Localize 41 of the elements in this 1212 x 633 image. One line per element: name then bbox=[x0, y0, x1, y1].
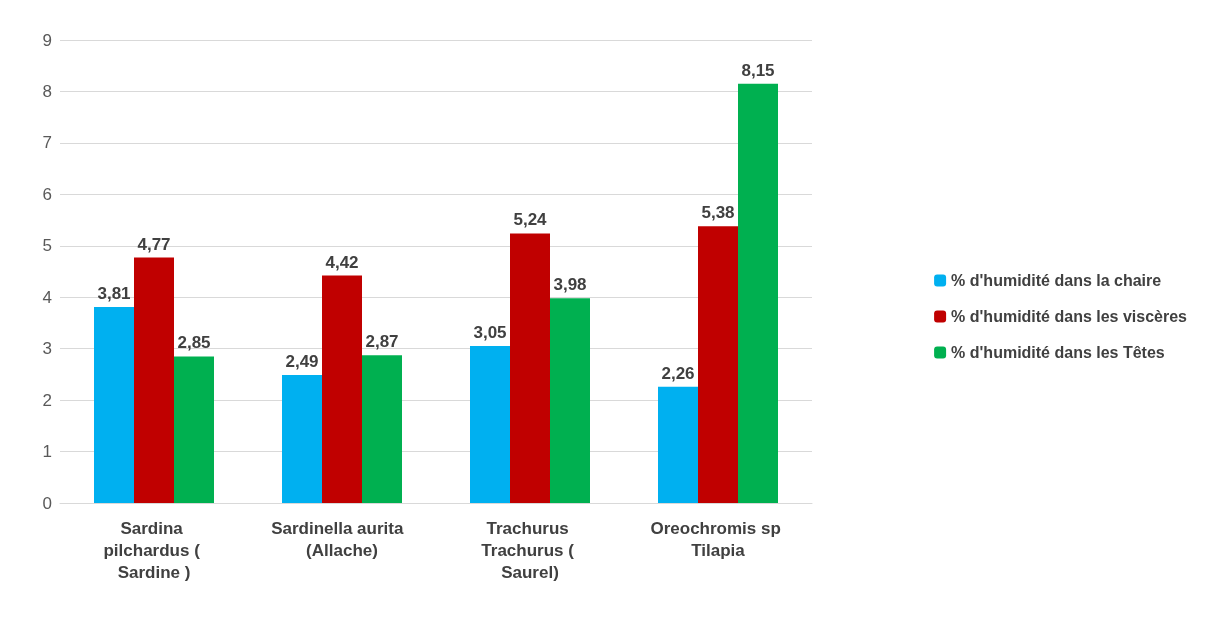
data-label: 3,81 bbox=[97, 284, 131, 303]
bar bbox=[658, 386, 698, 503]
data-label: 8,15 bbox=[741, 60, 775, 80]
data-label: 3,98 bbox=[553, 275, 587, 295]
y-tick-label: 4 bbox=[42, 287, 52, 307]
y-tick-label: 1 bbox=[42, 442, 52, 462]
y-tick-label: 7 bbox=[42, 133, 52, 153]
x-tick-label: Trachurus Trachurus ( Saurel) bbox=[481, 518, 579, 582]
bar bbox=[698, 226, 738, 503]
data-label: 4,77 bbox=[137, 234, 171, 254]
bar bbox=[738, 83, 778, 503]
data-label: 3,05 bbox=[473, 323, 507, 343]
x-tick-label: Sardinella aurita (Allache) bbox=[271, 518, 413, 560]
bar bbox=[282, 374, 322, 503]
legend-label: % d'humidité dans les Têtes bbox=[951, 344, 1165, 361]
y-tick-label: 2 bbox=[42, 390, 52, 410]
bar bbox=[322, 275, 362, 503]
y-tick-label: 6 bbox=[42, 184, 52, 204]
data-label: 5,24 bbox=[513, 210, 548, 230]
data-label: 4,42 bbox=[325, 252, 359, 272]
y-tick-label: 3 bbox=[42, 339, 52, 359]
data-label: 2,49 bbox=[285, 351, 319, 371]
legend-label: % d'humidité dans les viscères bbox=[951, 308, 1188, 325]
bar bbox=[362, 355, 402, 503]
x-tick-label: Oreochromis sp Tilapia bbox=[650, 518, 786, 560]
bar bbox=[174, 356, 214, 503]
bar bbox=[510, 233, 550, 503]
bar bbox=[94, 307, 134, 503]
data-label: 5,38 bbox=[701, 203, 735, 223]
bar bbox=[550, 298, 590, 503]
bar bbox=[470, 346, 510, 503]
bar bbox=[134, 257, 174, 503]
data-label: 2,85 bbox=[177, 333, 211, 353]
y-tick-label: 5 bbox=[42, 236, 52, 256]
legend-label: % d'humidité dans la chaire bbox=[951, 272, 1162, 289]
data-label: 2,87 bbox=[365, 332, 399, 352]
y-tick-label: 9 bbox=[42, 30, 52, 50]
y-tick-label: 8 bbox=[42, 81, 52, 101]
y-tick-label: 0 bbox=[42, 493, 52, 513]
x-tick-label: Sardina pilchardus ( Sardine ) bbox=[103, 518, 205, 582]
data-label: 2,26 bbox=[661, 363, 695, 383]
